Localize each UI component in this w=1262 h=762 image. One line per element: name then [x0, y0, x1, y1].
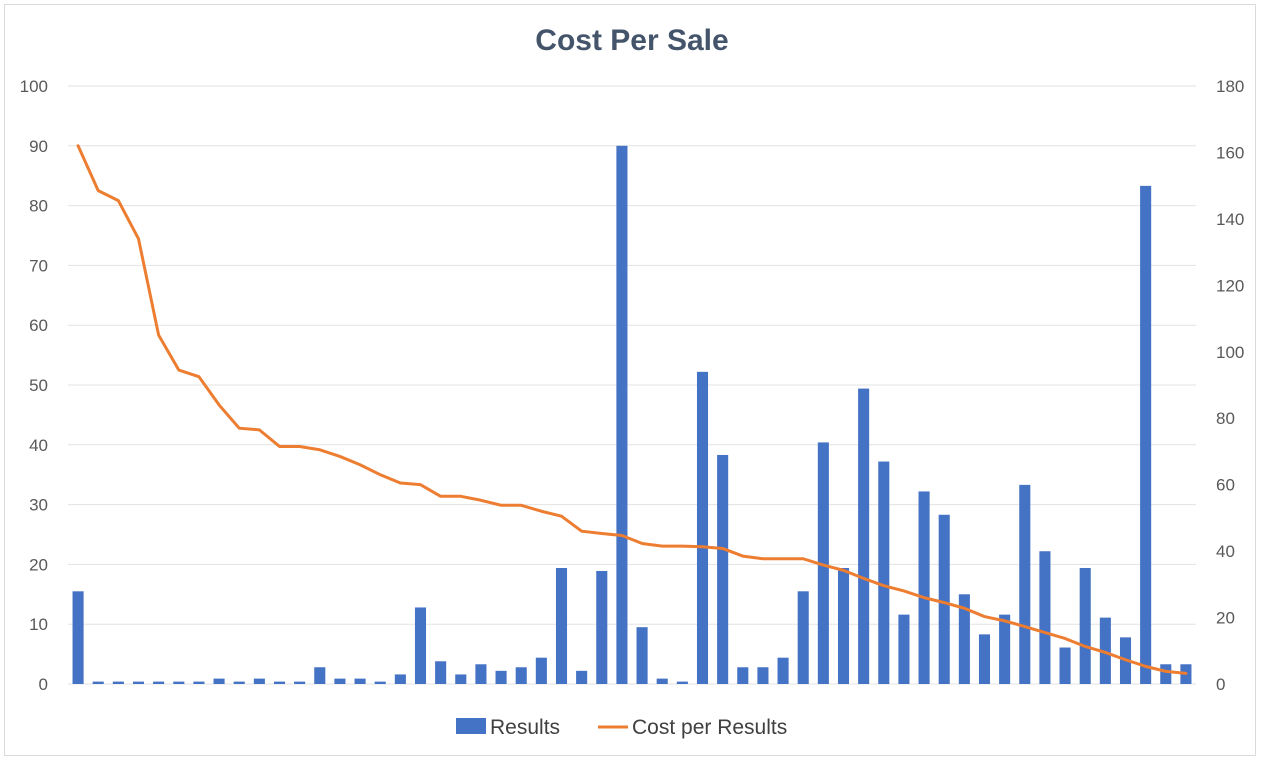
results-bar — [92, 681, 104, 684]
left-axis-tick-label: 80 — [29, 197, 48, 216]
results-bar — [435, 661, 447, 684]
results-bar — [737, 667, 749, 684]
left-axis-tick-label: 0 — [39, 675, 48, 694]
results-bar — [314, 667, 326, 684]
results-bar — [797, 591, 809, 684]
left-axis-tick-label: 100 — [20, 77, 48, 96]
left-axis-tick-label: 30 — [29, 496, 48, 515]
results-bar — [394, 674, 406, 684]
left-axis-tick-label: 40 — [29, 436, 48, 455]
right-axis-tick-label: 140 — [1216, 210, 1244, 229]
results-bar — [515, 667, 527, 684]
results-bar — [374, 681, 386, 684]
right-axis-tick-label: 180 — [1216, 77, 1244, 96]
results-bar — [495, 670, 507, 684]
right-axis-ticks: 0 20 40 60 80 100 120 140 160 180 — [1216, 77, 1244, 694]
legend: Results Cost per Results — [456, 716, 787, 739]
left-axis-ticks: 0 10 20 30 40 50 60 70 80 90 100 — [20, 77, 48, 694]
right-axis-tick-label: 20 — [1216, 609, 1235, 628]
results-bar — [837, 567, 850, 684]
results-bar — [676, 681, 688, 684]
left-axis-tick-label: 20 — [29, 555, 48, 574]
results-bar — [596, 570, 608, 684]
results-bar — [636, 627, 648, 684]
results-bars — [72, 145, 1192, 685]
results-bar — [535, 657, 547, 684]
results-bar — [938, 514, 950, 684]
results-bar — [193, 681, 205, 684]
results-bar — [757, 667, 769, 684]
cost-per-results-line — [76, 144, 1188, 675]
results-bar — [173, 681, 185, 684]
legend-label-cost-per-results: Cost per Results — [632, 716, 787, 739]
results-bar — [294, 681, 306, 684]
results-bar — [475, 664, 487, 684]
left-axis-tick-label: 50 — [29, 376, 48, 395]
right-axis-tick-label: 160 — [1216, 143, 1244, 162]
results-bar — [1079, 567, 1091, 684]
results-bar — [817, 442, 829, 684]
results-bar — [616, 145, 628, 685]
results-bar — [112, 681, 124, 684]
right-axis-tick-label: 40 — [1216, 542, 1235, 561]
left-axis-tick-label: 70 — [29, 256, 48, 275]
results-bar — [233, 681, 245, 684]
legend-swatch-results — [456, 718, 486, 734]
right-axis-tick-label: 100 — [1216, 343, 1244, 362]
results-bar — [1059, 647, 1071, 684]
results-bar — [414, 607, 427, 684]
legend-label-results: Results — [490, 716, 560, 739]
results-bar — [656, 678, 668, 684]
right-axis-tick-label: 120 — [1216, 276, 1244, 295]
results-bar — [72, 591, 84, 684]
results-bar — [334, 678, 346, 684]
results-bar — [253, 678, 265, 684]
results-bar — [777, 657, 789, 684]
right-axis-tick-label: 0 — [1216, 675, 1225, 694]
right-axis-tick-label: 80 — [1216, 409, 1235, 428]
results-bar — [273, 681, 286, 684]
results-bar — [213, 678, 225, 684]
results-bar — [153, 681, 165, 684]
chart-title: Cost Per Sale — [535, 24, 728, 57]
results-bar — [354, 678, 366, 684]
left-axis-tick-label: 10 — [29, 615, 48, 634]
results-bar — [1160, 664, 1172, 684]
left-axis-tick-label: 90 — [29, 137, 48, 156]
results-bar — [918, 491, 930, 684]
results-bar — [858, 388, 870, 684]
results-bar — [999, 614, 1011, 684]
results-bar — [898, 614, 910, 684]
results-bar — [696, 371, 709, 684]
results-bar — [1039, 551, 1051, 684]
results-bar — [576, 670, 588, 684]
left-axis-tick-label: 60 — [29, 316, 48, 335]
results-bar — [1019, 484, 1031, 684]
results-bar — [717, 454, 729, 684]
results-bar — [878, 461, 890, 684]
results-bar — [555, 567, 568, 684]
right-axis-tick-label: 60 — [1216, 476, 1235, 495]
results-bar — [1140, 185, 1152, 684]
results-bar — [132, 681, 145, 684]
results-bar — [1099, 617, 1111, 684]
results-bar — [455, 674, 467, 684]
results-bar — [958, 594, 970, 684]
results-bar — [978, 634, 991, 684]
